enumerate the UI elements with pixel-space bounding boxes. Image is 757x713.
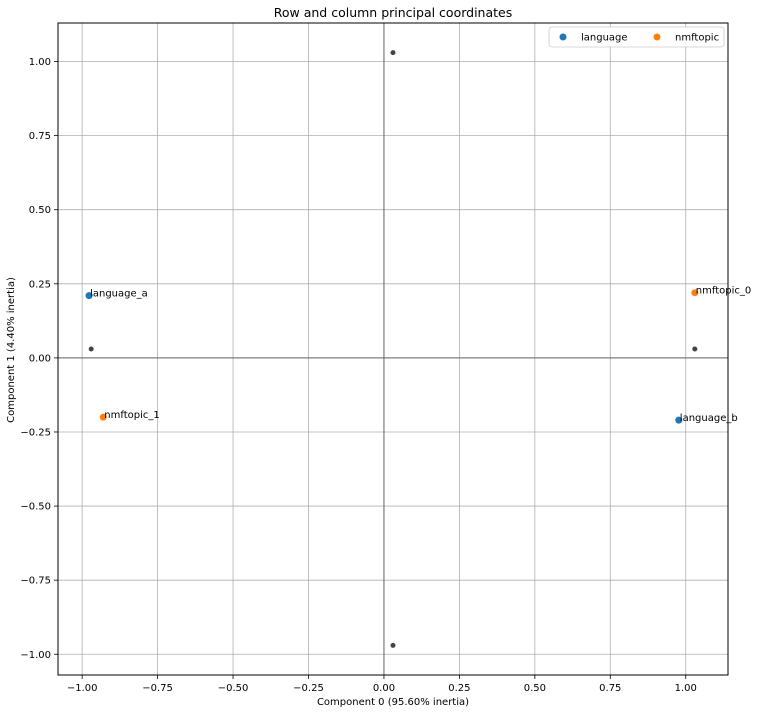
chart-title: Row and column principal coordinates <box>274 5 512 20</box>
point-label: nmftopic_0 <box>696 286 751 297</box>
x-tick-label: −0.25 <box>293 683 324 694</box>
y-tick-label: −0.50 <box>20 502 51 513</box>
grid <box>58 23 728 675</box>
x-tick-label: 0.00 <box>373 683 395 694</box>
y-axis-label: Component 1 (4.40% inertia) <box>6 277 17 423</box>
legend: language nmftopic <box>548 26 725 48</box>
marker-point <box>390 50 396 56</box>
y-tick-label: 0.50 <box>29 205 51 216</box>
x-tick-label: −0.75 <box>142 683 173 694</box>
x-tick-label: 0.50 <box>524 683 546 694</box>
x-axis-label: Component 0 (95.60% inertia) <box>317 697 469 708</box>
point-label: nmftopic_1 <box>104 410 159 421</box>
tick-labels: −1.00 −0.75 −0.50 −0.25 0.00 0.25 0.50 0.75 1.00… <box>20 57 697 694</box>
legend-label-language: language <box>581 33 628 44</box>
point-label: language_a <box>90 289 148 300</box>
nmftopic-point <box>99 413 107 421</box>
y-tick-label: 0.25 <box>29 279 51 290</box>
legend-label-nmftopic: nmftopic <box>675 33 719 44</box>
x-tick-label: −0.50 <box>218 683 249 694</box>
legend-marker-language <box>559 33 567 41</box>
x-tick-label: −1.00 <box>67 683 98 694</box>
legend-box <box>548 26 725 48</box>
zero-axes <box>58 23 728 675</box>
plot-frame <box>57 22 729 676</box>
legend-marker-nmftopic <box>653 33 661 41</box>
marker-point <box>88 346 94 352</box>
marker-point <box>692 346 698 352</box>
y-tick-label: −1.00 <box>20 650 51 661</box>
x-tick-label: 0.25 <box>448 683 470 694</box>
data-points: language_a language_b nmftopic_0 nmftopic_1 <box>85 50 751 648</box>
y-tick-label: −0.75 <box>20 576 51 587</box>
y-tick-label: −0.25 <box>20 427 51 438</box>
point-label: language_b <box>680 413 738 424</box>
y-tick-label: 1.00 <box>29 57 51 68</box>
x-tick-label: 0.75 <box>599 683 621 694</box>
language-point <box>675 416 683 424</box>
language-point <box>85 292 93 300</box>
y-tick-label: 0.75 <box>29 131 51 142</box>
nmftopic-point <box>691 289 699 297</box>
marker-point <box>390 642 396 648</box>
y-tick-label: 0.00 <box>29 353 51 364</box>
x-tick-label: 1.00 <box>675 683 697 694</box>
